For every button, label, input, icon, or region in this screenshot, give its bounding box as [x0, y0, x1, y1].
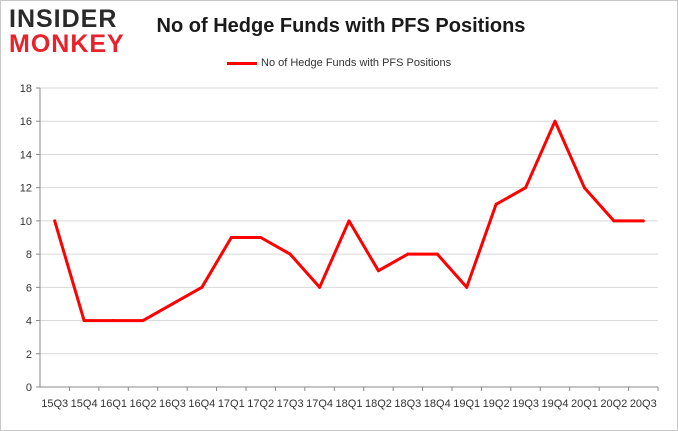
x-tick-label: 19Q2: [483, 398, 510, 410]
y-tick-label: 0: [26, 382, 32, 394]
x-tick-label: 19Q3: [512, 398, 539, 410]
y-tick-label: 6: [26, 282, 32, 294]
x-tick-label: 17Q2: [247, 398, 274, 410]
insider-monkey-logo: INSIDER MONKEY: [9, 7, 127, 57]
data-point: [318, 285, 322, 289]
data-point: [141, 319, 145, 323]
y-tick-label: 12: [20, 183, 32, 195]
y-tick-label: 16: [20, 116, 32, 128]
y-tick-label: 18: [20, 83, 32, 95]
data-point: [82, 319, 86, 323]
data-point: [465, 285, 469, 289]
x-tick-label: 18Q3: [394, 398, 421, 410]
x-tick-label: 17Q3: [277, 398, 304, 410]
data-point: [347, 219, 351, 223]
x-tick-label: 19Q4: [542, 398, 569, 410]
x-tick-label: 16Q2: [130, 398, 157, 410]
x-tick-label: 18Q4: [424, 398, 451, 410]
x-tick-label: 16Q1: [100, 398, 127, 410]
data-point: [53, 219, 57, 223]
y-tick-label: 4: [26, 316, 32, 328]
x-tick-label: 16Q3: [159, 398, 186, 410]
data-point: [582, 186, 586, 190]
y-tick-label: 2: [26, 349, 32, 361]
x-tick-label: 20Q2: [600, 398, 627, 410]
x-tick-label: 15Q4: [71, 398, 98, 410]
x-tick-label: 19Q1: [453, 398, 480, 410]
data-point: [376, 269, 380, 273]
y-tick-label: 8: [26, 249, 32, 261]
x-tick-label: 20Q3: [630, 398, 657, 410]
legend-line-swatch: [227, 61, 257, 65]
data-point: [494, 202, 498, 206]
legend-label: No of Hedge Funds with PFS Positions: [261, 57, 452, 69]
x-tick-label: 20Q1: [571, 398, 598, 410]
data-point: [406, 252, 410, 256]
chart-legend: No of Hedge Funds with PFS Positions: [227, 55, 451, 71]
data-point: [229, 236, 233, 239]
logo-text-insider: INSIDER: [9, 5, 118, 33]
x-tick-label: 15Q3: [41, 398, 68, 410]
x-tick-label: 18Q1: [336, 398, 363, 410]
y-tick-label: 10: [20, 216, 32, 228]
data-point: [524, 186, 528, 190]
data-point: [553, 119, 557, 123]
data-point: [435, 252, 439, 256]
data-point: [200, 285, 204, 289]
x-tick-label: 16Q4: [188, 398, 215, 410]
x-tick-label: 17Q4: [306, 398, 333, 410]
data-point: [112, 319, 116, 323]
x-tick-label: 18Q2: [365, 398, 392, 410]
data-point: [288, 252, 292, 256]
chart-title: No of Hedge Funds with PFS Positions: [156, 15, 526, 37]
data-point: [170, 302, 174, 306]
y-tick-label: 14: [20, 149, 32, 161]
data-point: [612, 219, 616, 223]
data-point: [259, 236, 263, 239]
x-tick-label: 17Q1: [218, 398, 245, 410]
data-point: [641, 219, 645, 223]
logo-text-monkey: MONKEY: [9, 30, 125, 58]
